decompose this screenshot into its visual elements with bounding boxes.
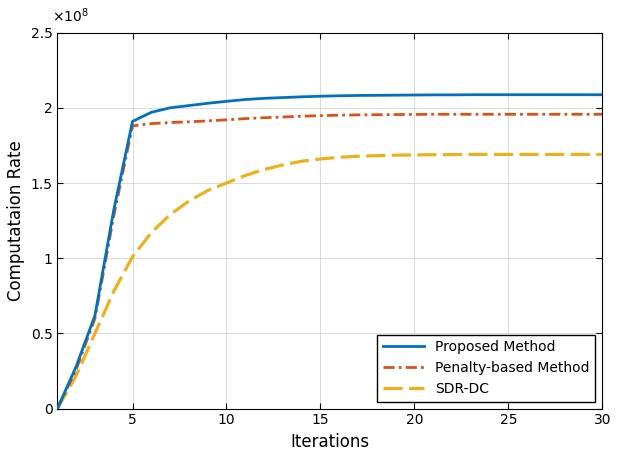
Penalty-based Method (392, 112, 399, 117)
Proposed Method (222, 98, 230, 104)
SDR-DC (467, 152, 475, 157)
Proposed Method (317, 93, 324, 99)
SDR-DC (298, 158, 305, 164)
Proposed Method (373, 93, 381, 98)
SDR-DC (72, 373, 80, 378)
SDR-DC (166, 212, 174, 218)
Line: SDR-DC: SDR-DC (57, 154, 603, 409)
Penalty-based Method (467, 112, 475, 117)
Penalty-based Method (279, 114, 287, 120)
Text: $\times 10^8$: $\times 10^8$ (52, 6, 89, 25)
SDR-DC (129, 254, 136, 260)
Penalty-based Method (523, 112, 531, 117)
SDR-DC (486, 152, 493, 157)
Penalty-based Method (204, 118, 211, 124)
Proposed Method (336, 93, 343, 98)
Penalty-based Method (561, 112, 569, 117)
Proposed Method (392, 93, 399, 98)
Proposed Method (110, 207, 117, 213)
Line: Penalty-based Method: Penalty-based Method (57, 114, 603, 409)
Proposed Method (523, 92, 531, 98)
SDR-DC (448, 152, 455, 158)
Penalty-based Method (336, 112, 343, 118)
SDR-DC (204, 188, 211, 193)
Penalty-based Method (448, 112, 455, 117)
Proposed Method (242, 97, 249, 102)
SDR-DC (523, 152, 531, 157)
Penalty-based Method (599, 112, 606, 117)
Penalty-based Method (91, 316, 99, 321)
Proposed Method (279, 95, 287, 100)
SDR-DC (580, 152, 587, 157)
SDR-DC (148, 230, 155, 235)
Proposed Method (580, 92, 587, 98)
SDR-DC (392, 153, 399, 158)
Line: Proposed Method: Proposed Method (57, 95, 603, 409)
X-axis label: Iterations: Iterations (290, 433, 370, 451)
Penalty-based Method (129, 123, 136, 129)
Legend: Proposed Method, Penalty-based Method, SDR-DC: Proposed Method, Penalty-based Method, S… (377, 335, 595, 402)
Penalty-based Method (54, 406, 61, 411)
Penalty-based Method (166, 120, 174, 125)
SDR-DC (222, 180, 230, 186)
Proposed Method (129, 119, 136, 124)
SDR-DC (599, 152, 606, 157)
SDR-DC (54, 406, 61, 411)
Penalty-based Method (260, 115, 268, 120)
Penalty-based Method (110, 213, 117, 219)
Penalty-based Method (72, 367, 80, 372)
Proposed Method (354, 93, 362, 98)
Proposed Method (260, 96, 268, 101)
Proposed Method (486, 92, 493, 98)
SDR-DC (561, 152, 569, 157)
Proposed Method (72, 364, 80, 369)
SDR-DC (317, 156, 324, 162)
SDR-DC (373, 153, 381, 158)
SDR-DC (430, 152, 437, 158)
Proposed Method (467, 92, 475, 98)
Penalty-based Method (185, 119, 193, 125)
Penalty-based Method (505, 112, 512, 117)
Penalty-based Method (486, 112, 493, 117)
SDR-DC (542, 152, 549, 157)
Penalty-based Method (242, 116, 249, 121)
Proposed Method (166, 105, 174, 110)
Penalty-based Method (580, 112, 587, 117)
SDR-DC (110, 289, 117, 294)
Proposed Method (204, 101, 211, 106)
Penalty-based Method (430, 112, 437, 117)
Penalty-based Method (148, 121, 155, 126)
Proposed Method (148, 109, 155, 115)
SDR-DC (242, 173, 249, 178)
Proposed Method (185, 103, 193, 108)
Y-axis label: Computataion Rate: Computataion Rate (7, 140, 25, 301)
Proposed Method (561, 92, 569, 98)
Proposed Method (505, 92, 512, 98)
Penalty-based Method (222, 117, 230, 123)
Penalty-based Method (317, 113, 324, 118)
Proposed Method (54, 406, 61, 411)
Penalty-based Method (298, 114, 305, 119)
Penalty-based Method (354, 112, 362, 118)
SDR-DC (91, 331, 99, 336)
SDR-DC (505, 152, 512, 157)
Penalty-based Method (373, 112, 381, 117)
Proposed Method (542, 92, 549, 98)
SDR-DC (336, 154, 343, 160)
Proposed Method (448, 92, 455, 98)
Proposed Method (430, 92, 437, 98)
Penalty-based Method (411, 112, 418, 117)
SDR-DC (354, 153, 362, 159)
SDR-DC (411, 152, 418, 158)
Proposed Method (599, 92, 606, 98)
Proposed Method (91, 313, 99, 318)
SDR-DC (279, 162, 287, 168)
SDR-DC (185, 198, 193, 204)
Proposed Method (298, 94, 305, 99)
SDR-DC (260, 167, 268, 172)
Proposed Method (411, 92, 418, 98)
Penalty-based Method (542, 112, 549, 117)
